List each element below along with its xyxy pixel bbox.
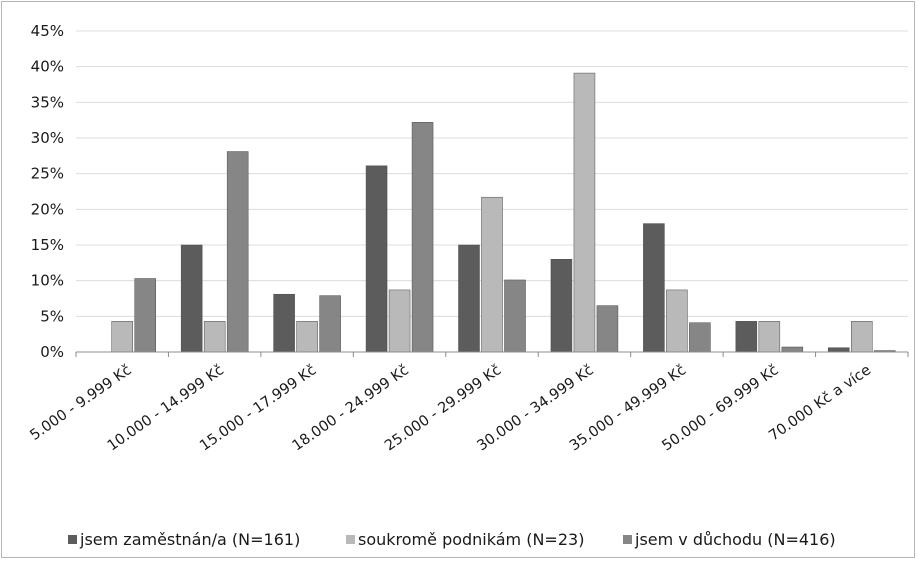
bar	[134, 278, 156, 353]
legend-label: jsem zaměstnán/a (N=161)	[79, 530, 300, 549]
y-tick-label: 10%	[31, 272, 64, 290]
bar	[689, 322, 711, 353]
y-tick-label: 0%	[40, 343, 64, 361]
bar	[550, 259, 573, 353]
bar	[273, 293, 295, 353]
bar	[226, 151, 249, 353]
y-tick-label: 45%	[31, 22, 64, 40]
bar	[481, 196, 503, 353]
x-category-label: 70.000 Kč a více	[766, 362, 874, 444]
y-tick-label: 40%	[31, 58, 64, 76]
bar	[643, 223, 665, 353]
bar	[573, 72, 596, 353]
bar	[319, 295, 341, 353]
bar	[596, 305, 619, 353]
legend-label: jsem v důchodu (N=416)	[634, 530, 836, 549]
y-tick-label: 5%	[40, 307, 64, 325]
legend-swatch	[68, 535, 77, 544]
bar	[365, 165, 388, 353]
y-tick-label: 15%	[31, 236, 64, 254]
legend-swatch	[623, 535, 632, 544]
bar	[504, 279, 526, 353]
y-tick-label: 35%	[31, 93, 64, 111]
bar	[781, 346, 804, 353]
bar	[735, 321, 758, 353]
legend: jsem zaměstnán/a (N=161) soukromě podniká…	[68, 530, 836, 549]
bar	[458, 244, 480, 353]
bars	[111, 72, 896, 353]
y-tick-label: 20%	[31, 200, 64, 218]
bar	[411, 122, 434, 353]
y-tick-label: 30%	[31, 129, 64, 147]
legend-label: soukromě podnikám (N=23)	[358, 530, 584, 549]
y-axis-ticks: 0% 5% 10% 15% 20% 25% 30% 35% 40% 45%	[31, 22, 64, 361]
y-tick-label: 25%	[31, 165, 64, 183]
bar	[851, 321, 873, 353]
bar	[758, 321, 781, 353]
bar	[111, 321, 133, 353]
legend-swatch	[346, 535, 355, 544]
bar	[388, 289, 411, 353]
gridlines	[76, 30, 908, 317]
bar	[666, 289, 688, 353]
bar	[828, 347, 850, 353]
x-axis	[75, 351, 909, 357]
bar	[296, 321, 318, 353]
bar	[180, 244, 203, 353]
bar	[203, 321, 226, 353]
